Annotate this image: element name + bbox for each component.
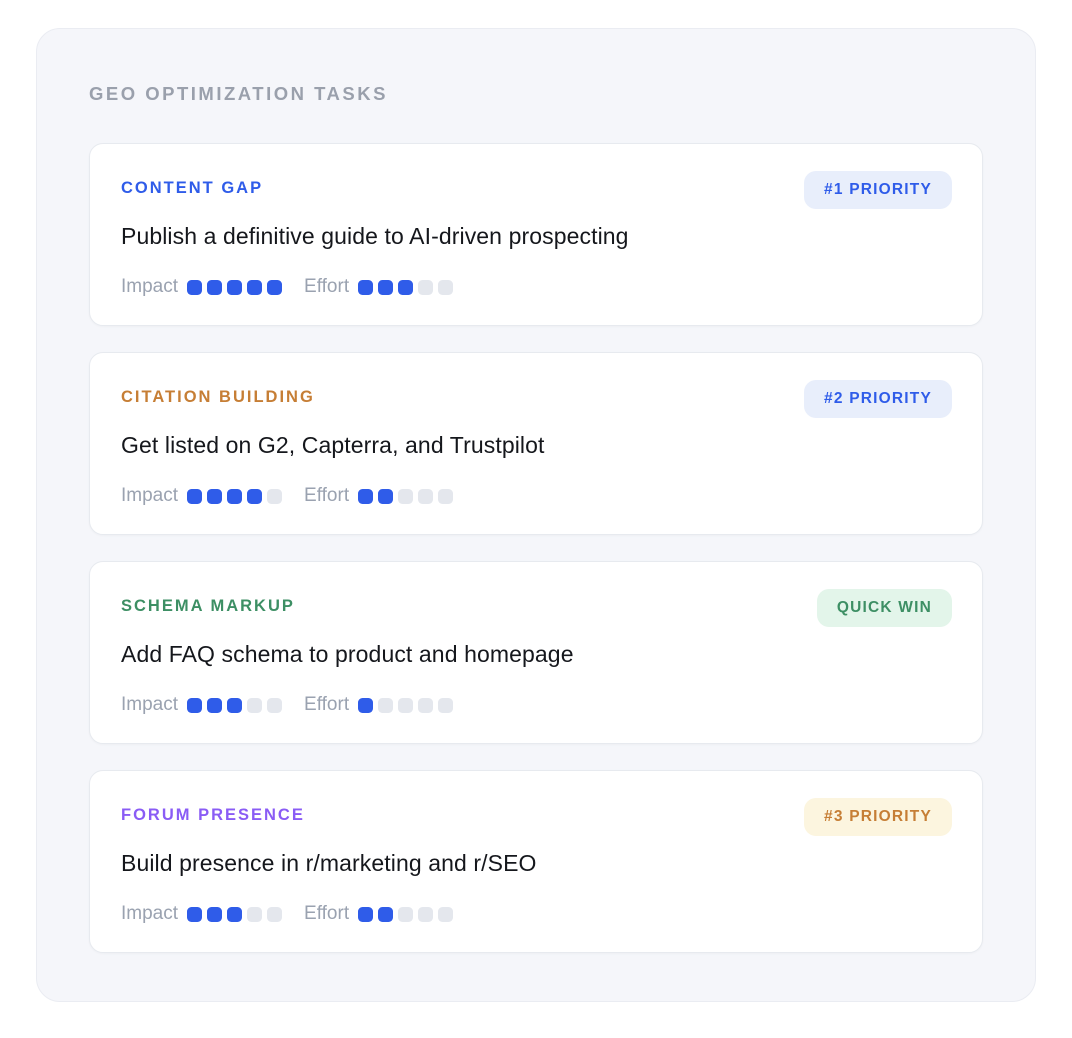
- meter-dot-empty: [247, 697, 263, 713]
- meter-dot-filled: [227, 279, 243, 295]
- task-title: Add FAQ schema to product and homepage: [121, 641, 574, 667]
- impact-meter: [187, 488, 283, 504]
- meter-dot-filled: [207, 906, 223, 922]
- meter-dot-filled: [358, 697, 374, 713]
- task-card[interactable]: SCHEMA MARKUP QUICK WIN Add FAQ schema t…: [89, 561, 983, 744]
- meter-dot-empty: [418, 488, 434, 504]
- meter-dot-filled: [358, 279, 374, 295]
- geo-tasks-panel: GEO OPTIMIZATION TASKS CONTENT GAP #1 PR…: [36, 28, 1036, 1002]
- panel-title: GEO OPTIMIZATION TASKS: [89, 83, 388, 104]
- impact-meter: [187, 697, 283, 713]
- effort-meter: [358, 488, 454, 504]
- task-list: CONTENT GAP #1 PRIORITY Publish a defini…: [89, 143, 983, 953]
- meter-dot-empty: [438, 906, 454, 922]
- meter-dot-empty: [418, 697, 434, 713]
- effort-metric: Effort: [304, 276, 454, 298]
- meter-dot-empty: [438, 488, 454, 504]
- meter-dot-filled: [227, 488, 243, 504]
- task-priority-badge: #2 PRIORITY: [804, 380, 952, 418]
- meter-dot-empty: [438, 697, 454, 713]
- card-header-row: CONTENT GAP #1 PRIORITY: [121, 171, 952, 209]
- effort-metric: Effort: [304, 903, 454, 925]
- task-category-label: SCHEMA MARKUP: [121, 597, 295, 615]
- task-card[interactable]: FORUM PRESENCE #3 PRIORITY Build presenc…: [89, 770, 983, 953]
- impact-meter: [187, 906, 283, 922]
- effort-meter: [358, 279, 454, 295]
- impact-metric: Impact: [121, 694, 283, 716]
- effort-metric: Effort: [304, 485, 454, 507]
- task-metrics-row: Impact Effort: [121, 276, 952, 298]
- task-card[interactable]: CONTENT GAP #1 PRIORITY Publish a defini…: [89, 143, 983, 326]
- task-category-label: FORUM PRESENCE: [121, 806, 305, 824]
- effort-meter: [358, 697, 454, 713]
- effort-metric: Effort: [304, 694, 454, 716]
- meter-dot-empty: [247, 906, 263, 922]
- meter-dot-filled: [227, 697, 243, 713]
- impact-metric: Impact: [121, 485, 283, 507]
- meter-dot-filled: [378, 906, 394, 922]
- meter-dot-empty: [378, 697, 394, 713]
- task-priority-badge: #3 PRIORITY: [804, 798, 952, 836]
- task-priority-badge: QUICK WIN: [816, 589, 952, 627]
- meter-dot-filled: [207, 488, 223, 504]
- impact-metric: Impact: [121, 276, 283, 298]
- meter-dot-filled: [378, 488, 394, 504]
- task-priority-badge: #1 PRIORITY: [804, 171, 952, 209]
- effort-label: Effort: [304, 694, 350, 715]
- meter-dot-filled: [358, 488, 374, 504]
- meter-dot-filled: [187, 697, 203, 713]
- meter-dot-filled: [398, 279, 414, 295]
- impact-label: Impact: [121, 694, 179, 715]
- meter-dot-empty: [438, 279, 454, 295]
- meter-dot-filled: [187, 488, 203, 504]
- meter-dot-filled: [207, 697, 223, 713]
- impact-label: Impact: [121, 485, 179, 506]
- card-header-row: SCHEMA MARKUP QUICK WIN: [121, 589, 952, 627]
- effort-meter: [358, 906, 454, 922]
- meter-dot-filled: [358, 906, 374, 922]
- meter-dot-empty: [267, 906, 283, 922]
- meter-dot-filled: [247, 279, 263, 295]
- meter-dot-empty: [267, 697, 283, 713]
- impact-label: Impact: [121, 903, 179, 924]
- task-category-label: CONTENT GAP: [121, 179, 264, 197]
- impact-metric: Impact: [121, 903, 283, 925]
- meter-dot-filled: [187, 906, 203, 922]
- meter-dot-filled: [378, 279, 394, 295]
- task-metrics-row: Impact Effort: [121, 485, 952, 507]
- meter-dot-empty: [418, 279, 434, 295]
- meter-dot-filled: [207, 279, 223, 295]
- task-title: Build presence in r/marketing and r/SEO: [121, 850, 537, 876]
- card-header-row: CITATION BUILDING #2 PRIORITY: [121, 380, 952, 418]
- meter-dot-empty: [398, 697, 414, 713]
- task-metrics-row: Impact Effort: [121, 903, 952, 925]
- task-card[interactable]: CITATION BUILDING #2 PRIORITY Get listed…: [89, 352, 983, 535]
- meter-dot-filled: [267, 279, 283, 295]
- impact-label: Impact: [121, 276, 179, 297]
- task-metrics-row: Impact Effort: [121, 694, 952, 716]
- task-title: Get listed on G2, Capterra, and Trustpil…: [121, 432, 545, 458]
- impact-meter: [187, 279, 283, 295]
- meter-dot-empty: [267, 488, 283, 504]
- meter-dot-filled: [247, 488, 263, 504]
- meter-dot-filled: [227, 906, 243, 922]
- effort-label: Effort: [304, 903, 350, 924]
- meter-dot-empty: [398, 906, 414, 922]
- task-category-label: CITATION BUILDING: [121, 388, 315, 406]
- meter-dot-empty: [398, 488, 414, 504]
- task-title: Publish a definitive guide to AI-driven …: [121, 223, 629, 249]
- card-header-row: FORUM PRESENCE #3 PRIORITY: [121, 798, 952, 836]
- effort-label: Effort: [304, 485, 350, 506]
- effort-label: Effort: [304, 276, 350, 297]
- meter-dot-filled: [187, 279, 203, 295]
- meter-dot-empty: [418, 906, 434, 922]
